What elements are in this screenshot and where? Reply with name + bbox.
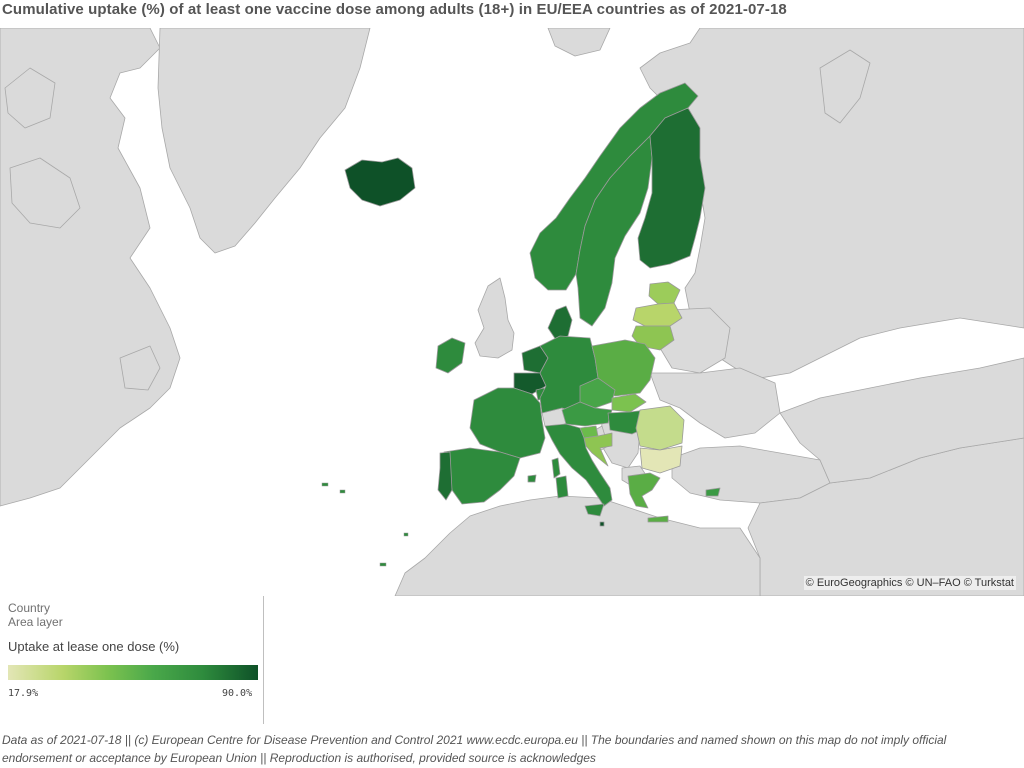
land-ukraine (649, 367, 781, 439)
country-slovakia[interactable] (611, 393, 647, 413)
legend-layer-type: Area layer (8, 615, 63, 629)
country-romania[interactable] (635, 405, 685, 451)
country-italy-sicily[interactable] (584, 503, 605, 517)
island-madeira (403, 532, 409, 537)
land-newfoundland (119, 345, 161, 391)
island-azores-1 (321, 482, 329, 487)
country-spain-balearics[interactable] (527, 474, 537, 483)
country-denmark[interactable] (547, 305, 573, 341)
land-greenland (157, 28, 371, 254)
island-canaries (379, 562, 387, 567)
legend-color-gradient (8, 665, 258, 680)
country-france[interactable] (469, 387, 546, 459)
island-azores-2 (339, 489, 346, 494)
country-spain[interactable] (443, 447, 521, 505)
legend-measure-name: Uptake at lease one dose (%) (8, 639, 180, 654)
country-finland[interactable] (637, 107, 706, 269)
map-attribution: © EuroGeographics © UN–FAO © Turkstat (803, 576, 1016, 590)
country-malta[interactable] (599, 521, 605, 527)
country-italy[interactable] (544, 423, 613, 507)
country-iceland[interactable] (344, 157, 416, 207)
legend-layer-name: Country (8, 601, 51, 615)
land-svalbard-region (547, 28, 611, 57)
country-italy-sardinia[interactable] (555, 475, 569, 499)
legend-panel: Country Area layer Uptake at lease one d… (2, 596, 264, 724)
land-novaya-zemlya (819, 49, 871, 124)
land-north-africa (394, 495, 761, 596)
land-great-britain (474, 277, 515, 359)
country-ireland[interactable] (435, 337, 466, 374)
legend-layer-title: Country Area layer (8, 601, 63, 629)
choropleth-map[interactable]: © EuroGeographics © UN–FAO © Turkstat (0, 28, 1024, 596)
country-cyprus[interactable] (705, 487, 721, 497)
map-canvas[interactable] (0, 28, 1024, 596)
country-estonia[interactable] (648, 281, 681, 305)
land-caucasus-central-asia (779, 357, 1024, 484)
country-sweden[interactable] (575, 135, 653, 327)
map-title: Cumulative uptake (%) of at least one va… (2, 1, 787, 18)
country-bulgaria[interactable] (639, 445, 683, 474)
country-greece-crete[interactable] (647, 515, 669, 523)
country-france-corsica[interactable] (551, 457, 561, 479)
country-latvia[interactable] (632, 302, 683, 327)
country-poland[interactable] (591, 339, 656, 397)
footnote: Data as of 2021-07-18 || (c) European Ce… (2, 733, 947, 765)
land-canadian-island-2 (4, 67, 56, 129)
country-croatia[interactable] (583, 432, 613, 467)
legend-min-label: 17.9% (8, 688, 39, 699)
country-greece[interactable] (627, 472, 661, 509)
land-canadian-island-1 (9, 157, 81, 229)
legend-max-label: 90.0% (222, 688, 253, 699)
country-portugal[interactable] (437, 451, 453, 501)
